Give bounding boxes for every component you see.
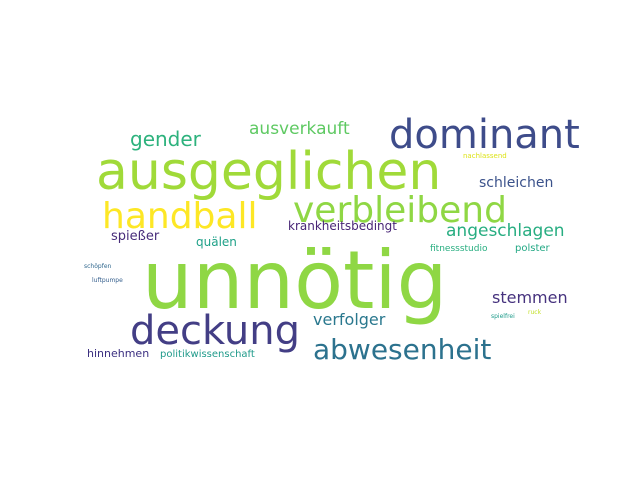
- word-ausverkauft: ausverkauft: [249, 119, 350, 139]
- word-deckung: deckung: [130, 308, 300, 354]
- word-schoepfen: schöpfen: [84, 263, 112, 270]
- word-abwesenheit: abwesenheit: [313, 333, 491, 366]
- word-luftpumpe: luftpumpe: [92, 277, 123, 284]
- word-dominant: dominant: [389, 112, 580, 158]
- word-spiesser: spießer: [111, 229, 160, 244]
- word-krankheitsbedingt: krankheitsbedingt: [288, 219, 397, 233]
- word-hinnehmen: hinnehmen: [87, 347, 149, 360]
- word-unnoetig: unnötig: [142, 234, 447, 327]
- word-verbleibend: verbleibend: [293, 190, 507, 231]
- word-politikwissenschaft: politikwissenschaft: [160, 349, 255, 360]
- word-angeschlagen: angeschlagen: [446, 221, 565, 241]
- word-quaelen: quälen: [196, 235, 237, 249]
- word-gender: gender: [130, 127, 202, 151]
- word-polster: polster: [515, 243, 551, 254]
- word-nachlassend: nachlassend: [463, 152, 507, 160]
- word-verfolger: verfolger: [313, 310, 386, 329]
- word-schleichen: schleichen: [479, 175, 553, 191]
- word-ausgeglichen: ausgeglichen: [96, 142, 441, 202]
- word-ruck: ruck: [528, 309, 542, 316]
- word-stemmen: stemmen: [492, 288, 568, 307]
- word-spielfrei: spielfrei: [491, 313, 515, 320]
- word-fitnessstudio: fitnessstudio: [430, 244, 488, 254]
- word-handball: handball: [102, 196, 257, 237]
